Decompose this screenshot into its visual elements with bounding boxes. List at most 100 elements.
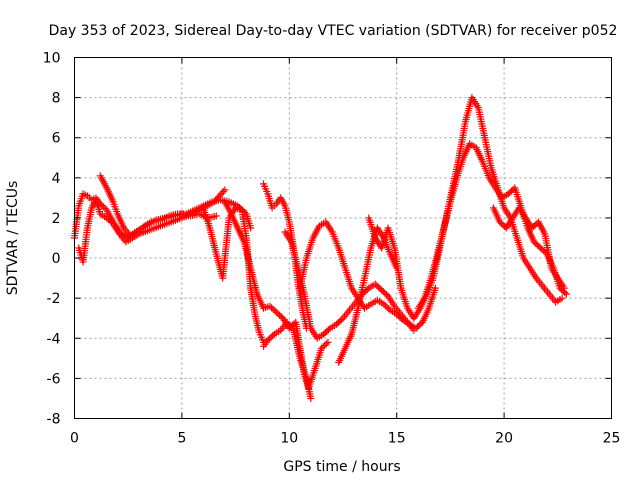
- data-point: [247, 224, 255, 232]
- data-point: [267, 333, 275, 341]
- data-point: [98, 201, 106, 209]
- data-point: [376, 285, 384, 293]
- data-point: [212, 212, 220, 220]
- data-point: [412, 324, 420, 332]
- series-track-3: [96, 172, 220, 240]
- data-point: [382, 291, 390, 299]
- series-track-13: [489, 204, 568, 292]
- series-track-2: [75, 186, 229, 266]
- data-point: [320, 330, 328, 338]
- data-point: [508, 187, 516, 195]
- series-track-8: [281, 228, 418, 342]
- data-point: [218, 189, 226, 197]
- data-point: [530, 222, 538, 230]
- data-point: [562, 290, 570, 298]
- data-point: [221, 186, 229, 194]
- grid: [74, 57, 612, 419]
- data-point: [108, 218, 116, 226]
- data-point: [497, 219, 505, 227]
- data-point: [530, 238, 538, 246]
- data-point: [324, 338, 332, 346]
- series-track-9: [296, 218, 439, 332]
- chart-title: Day 353 of 2023, Sidereal Day-to-day VTE…: [49, 23, 618, 39]
- data-point: [374, 283, 382, 291]
- y-tick-label: 0: [52, 251, 61, 267]
- data-point: [394, 312, 402, 320]
- y-tick-label: 8: [52, 91, 61, 107]
- x-tick-label: 0: [70, 431, 79, 447]
- data-point: [318, 344, 326, 352]
- data-point: [533, 241, 541, 249]
- series-track-7: [260, 318, 315, 402]
- data-point: [271, 307, 279, 315]
- data-point: [396, 313, 404, 321]
- data-point: [265, 335, 273, 343]
- data-point: [337, 316, 345, 324]
- data-point: [417, 320, 425, 328]
- data-point: [268, 304, 276, 312]
- x-tick-label: 15: [388, 431, 406, 447]
- y-tick-label: -8: [47, 412, 61, 428]
- data-point: [414, 323, 422, 331]
- y-tick-label: 10: [43, 51, 61, 67]
- data-point: [321, 329, 329, 337]
- data-point: [264, 336, 272, 344]
- data-point: [216, 191, 224, 199]
- data-point: [274, 310, 282, 318]
- data-point: [336, 317, 344, 325]
- data-point: [212, 196, 220, 204]
- data-point: [269, 305, 277, 313]
- y-tick-label: -6: [47, 371, 61, 387]
- data-point: [319, 343, 327, 351]
- data-point: [532, 240, 540, 248]
- data-point: [276, 311, 284, 319]
- y-tick-label: 6: [52, 131, 61, 147]
- data-point: [380, 300, 388, 308]
- data-point: [362, 287, 370, 295]
- data-point: [277, 313, 285, 321]
- data-point: [537, 244, 545, 252]
- data-point: [269, 332, 277, 340]
- data-points: [71, 94, 570, 402]
- data-point: [496, 218, 504, 226]
- y-axis-label: SDTVAR / TECUs: [5, 181, 21, 296]
- x-tick-label: 5: [177, 431, 186, 447]
- data-point: [213, 194, 221, 202]
- data-point: [210, 198, 218, 206]
- y-tick-label: -4: [47, 331, 61, 347]
- axis-ticks: 0 5 10 15 20 25 -8 -6 -4 -2 0 2 4 6 8 10: [43, 51, 621, 447]
- data-point: [373, 282, 381, 290]
- x-tick-label: 25: [603, 431, 621, 447]
- data-point: [499, 221, 507, 229]
- data-point: [307, 394, 315, 402]
- data-point: [504, 190, 512, 198]
- data-point: [528, 224, 536, 232]
- data-point: [506, 188, 514, 196]
- data-point: [371, 280, 379, 288]
- data-point: [321, 341, 329, 349]
- x-tick-label: 10: [280, 431, 298, 447]
- y-tick-label: -2: [47, 291, 61, 307]
- y-tick-label: 4: [52, 171, 61, 187]
- data-point: [560, 284, 568, 292]
- data-point: [379, 288, 387, 296]
- data-point: [219, 188, 227, 196]
- plot-frame: [74, 57, 612, 419]
- data-point: [383, 303, 391, 311]
- x-axis-label: GPS time / hours: [283, 459, 400, 475]
- data-point: [398, 315, 406, 323]
- data-point: [272, 308, 280, 316]
- data-point: [215, 193, 223, 201]
- data-point: [385, 305, 393, 313]
- data-point: [381, 289, 389, 297]
- data-point: [381, 302, 389, 310]
- x-tick-label: 20: [495, 431, 513, 447]
- data-point: [415, 321, 423, 329]
- data-point: [325, 326, 333, 334]
- data-point: [103, 214, 111, 222]
- series-track-11: [365, 94, 566, 322]
- data-point: [378, 286, 386, 294]
- data-point: [323, 327, 331, 335]
- data-point: [104, 215, 112, 223]
